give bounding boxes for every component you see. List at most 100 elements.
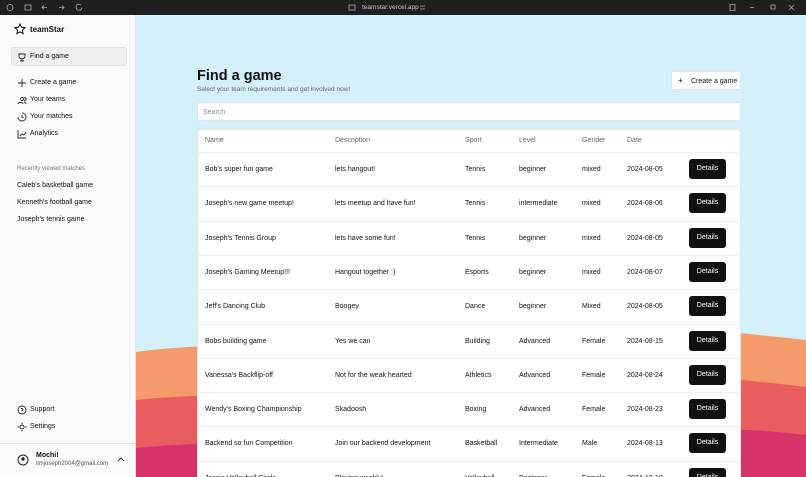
search-input[interactable]: Search <box>197 102 741 121</box>
table-cell: mixed <box>582 268 601 276</box>
table-cell: 2024-08-05 <box>627 166 663 173</box>
nav-item[interactable]: Create a game <box>30 79 77 86</box>
nav-item[interactable]: Your matches <box>30 113 73 120</box>
details-button[interactable]: Details <box>689 433 726 454</box>
nav-item[interactable]: Analytics <box>30 130 59 137</box>
user-email[interactable]: limjoseph2004@gmail.com <box>36 461 109 467</box>
column-header: Level <box>519 137 536 144</box>
details-button[interactable]: Details <box>689 193 726 214</box>
details-button[interactable]: Details <box>689 296 726 317</box>
nav-icon <box>18 53 26 62</box>
table-cell: Jeff's Dancing Club <box>205 303 265 311</box>
row-divider <box>198 323 740 325</box>
footer-item[interactable]: Settings <box>30 423 56 430</box>
table-cell: Advanced <box>519 337 551 345</box>
nav-item[interactable]: Find a game <box>30 53 69 60</box>
table-cell: 2024-08-05 <box>627 303 663 311</box>
table-cell: Hangout together :) <box>335 268 396 276</box>
table-cell: Male <box>582 440 598 448</box>
table-cell: 2024-10-10 <box>627 475 663 477</box>
plus-icon: + <box>678 76 683 85</box>
recent-item[interactable]: Caleb's basketball game <box>17 182 94 189</box>
column-header: Sport <box>465 137 482 144</box>
table-cell: Beginner <box>519 475 547 477</box>
table-cell: Not for the weak hearted <box>335 371 412 379</box>
row-divider <box>198 357 740 359</box>
table-cell: mixed <box>582 200 601 208</box>
browser-icons <box>6 3 795 11</box>
table-cell: Advanced <box>519 406 551 414</box>
table-cell: Boxing <box>465 406 487 414</box>
table-cell: Female <box>582 371 606 379</box>
row-divider <box>198 220 740 222</box>
details-button[interactable]: Details <box>689 467 726 477</box>
table-cell: Esports <box>465 268 489 276</box>
table-cell: Building <box>465 337 490 345</box>
brand[interactable]: teamStar <box>30 25 65 34</box>
table-cell: Skadoosh <box>335 406 367 414</box>
table-cell: lets have some fun! <box>335 234 396 242</box>
recent-item[interactable]: Kenneth's football game <box>17 199 92 206</box>
browser-bar: teamstar.vercel.app <box>0 0 806 15</box>
table-cell: Advanced <box>519 371 551 379</box>
table-cell: 2024-08-05 <box>627 234 663 242</box>
create-button-label[interactable]: Create a game <box>691 77 738 85</box>
table-cell: Joseph's Gaming Meetup!!! <box>205 268 290 276</box>
nav-icon <box>17 130 27 139</box>
avatar <box>17 454 29 466</box>
table-cell: 2024-08-24 <box>627 371 663 379</box>
row-divider <box>198 426 740 428</box>
footer-icon <box>17 405 27 415</box>
table-cell: Vanessa's Backflip-off <box>205 371 274 379</box>
table-cell: Joseph's new game meetup! <box>205 200 294 208</box>
table-cell: beginner <box>519 166 547 173</box>
table-cell: mixed <box>582 166 601 173</box>
chevron[interactable] <box>117 456 125 464</box>
section-title: Recently viewed matches <box>17 166 86 172</box>
table-cell: Athletics <box>465 371 492 379</box>
nav-icon <box>17 112 27 122</box>
nav-icon <box>17 97 27 105</box>
details-button[interactable]: Details <box>689 399 726 420</box>
create-button[interactable]: + Create a game <box>671 71 741 90</box>
user-name[interactable]: Mochi! <box>36 452 59 459</box>
table-cell: intermediate <box>519 200 558 208</box>
divider <box>0 443 135 444</box>
column-header: Description <box>335 137 371 144</box>
table-cell: Tennis <box>465 234 486 242</box>
table-cell: beginner <box>519 268 547 276</box>
table-cell: Intermediate <box>519 440 558 448</box>
row-divider <box>198 289 740 291</box>
nav-active-bg <box>11 47 127 66</box>
column-header: Gender <box>582 137 606 144</box>
table-cell: beginner <box>519 234 547 242</box>
table-cell: Tennis <box>465 200 486 208</box>
page-subtitle: Select your team requirements and get in… <box>197 86 351 93</box>
logo-icon <box>14 23 26 35</box>
row-divider <box>198 152 740 153</box>
page-title: Find a game <box>197 68 282 84</box>
footer-item[interactable]: Support <box>30 406 55 413</box>
row-divider <box>198 186 740 188</box>
nav-item[interactable]: Your teams <box>30 96 66 103</box>
details-button[interactable]: Details <box>689 159 726 179</box>
table-cell: 2024-08-07 <box>627 268 663 276</box>
row-divider <box>198 460 740 462</box>
table-cell: 2024-08-06 <box>627 200 663 208</box>
table-cell: 2024-08-23 <box>627 406 663 414</box>
table-cell: Boogey <box>335 303 359 311</box>
details-button[interactable]: Details <box>689 364 726 385</box>
url[interactable]: teamstar.vercel.app <box>362 4 419 11</box>
sidebar: teamStar Recently viewed matches Mochi! … <box>0 15 136 477</box>
row-divider <box>198 254 740 256</box>
table-cell: Jessie Volleyball Circle <box>205 475 276 477</box>
table-cell: Yes we can <box>335 337 371 345</box>
recent-item[interactable]: Joseph's tennis game <box>17 216 85 223</box>
search-placeholder[interactable]: Search <box>203 108 226 116</box>
details-button[interactable]: Details <box>689 261 726 282</box>
games-table: Name Description Sport Level Gender Date Bob's… <box>197 129 741 477</box>
details-button[interactable]: Details <box>689 330 726 351</box>
details-button[interactable]: Details <box>689 227 726 248</box>
table-cell: 2024-08-13 <box>627 440 663 448</box>
table-cell: beginner <box>519 303 547 311</box>
